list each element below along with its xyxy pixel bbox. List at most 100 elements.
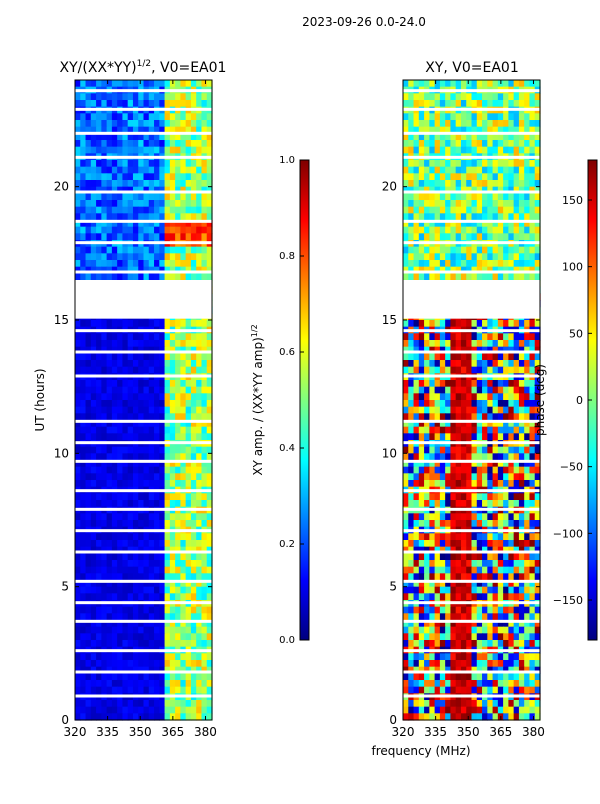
heatmap-cell (80, 633, 86, 640)
heatmap-cell (122, 533, 128, 540)
heatmap-cell (435, 447, 441, 454)
heatmap-cell (180, 533, 186, 540)
heatmap-cell (107, 627, 113, 634)
heatmap-cell (419, 533, 425, 540)
heatmap-cell (107, 353, 113, 360)
heatmap-cell (75, 493, 81, 500)
heatmap-cell (498, 360, 504, 367)
heatmap-cell (445, 247, 451, 254)
heatmap-cell (196, 500, 202, 507)
heatmap-cell (117, 100, 123, 107)
heatmap-cell (201, 680, 207, 687)
heatmap-cell (91, 120, 97, 127)
heatmap-cell (86, 100, 92, 107)
heatmap-cell (456, 673, 462, 680)
heatmap-cell (128, 80, 134, 87)
heatmap-cell (456, 633, 462, 640)
heatmap-cell (196, 680, 202, 687)
heatmap-cell (96, 520, 102, 527)
heatmap-cell (112, 467, 118, 474)
heatmap-cell (508, 453, 514, 460)
heatmap-cell (524, 180, 530, 187)
heatmap-cell (170, 387, 176, 394)
heatmap-cell (472, 407, 478, 414)
heatmap-cell (180, 80, 186, 87)
heatmap-cell (180, 93, 186, 100)
heatmap-cell (472, 560, 478, 567)
heatmap-cell (445, 500, 451, 507)
heatmap-cell (144, 80, 150, 87)
heatmap-cell (503, 180, 509, 187)
heatmap-cell (133, 627, 139, 634)
heatmap-cell (138, 100, 144, 107)
heatmap-cell (133, 387, 139, 394)
heatmap-cell (408, 193, 414, 200)
heatmap-cell (493, 353, 499, 360)
heatmap-cell (186, 513, 192, 520)
heatmap-cell (440, 173, 446, 180)
heatmap-cell (117, 633, 123, 640)
heatmap-cell (128, 433, 134, 440)
heatmap-cell (440, 500, 446, 507)
heatmap-cell (80, 513, 86, 520)
heatmap-cell (440, 400, 446, 407)
heatmap-cell (487, 613, 493, 620)
heatmap-cell (159, 567, 165, 574)
heatmap-cell (138, 227, 144, 234)
heatmap-cell (128, 260, 134, 267)
heatmap-cell (503, 680, 509, 687)
heatmap-cell (466, 653, 472, 660)
heatmap-cell (122, 553, 128, 560)
heatmap-cell (498, 520, 504, 527)
heatmap-cell (144, 513, 150, 520)
missing-data-row (75, 529, 212, 532)
heatmap-cell (487, 553, 493, 560)
heatmap-cell (96, 633, 102, 640)
heatmap-cell (529, 627, 535, 634)
heatmap-cell (445, 433, 451, 440)
heatmap-cell (477, 173, 483, 180)
heatmap-cell (128, 640, 134, 647)
heatmap-cell (138, 407, 144, 414)
heatmap-cell (503, 247, 509, 254)
heatmap-cell (159, 680, 165, 687)
heatmap-cell (493, 553, 499, 560)
heatmap-cell (414, 380, 420, 387)
heatmap-cell (424, 360, 430, 367)
heatmap-cell (466, 560, 472, 567)
heatmap-cell (112, 340, 118, 347)
heatmap-cell (461, 673, 467, 680)
heatmap-cell (524, 167, 530, 174)
heatmap-cell (154, 480, 160, 487)
heatmap-cell (159, 453, 165, 460)
heatmap-cell (440, 660, 446, 667)
heatmap-cell (80, 627, 86, 634)
heatmap-cell (466, 393, 472, 400)
heatmap-cell (112, 567, 118, 574)
heatmap-cell (122, 700, 128, 707)
heatmap-cell (91, 520, 97, 527)
heatmap-cell (456, 253, 462, 260)
heatmap-cell (186, 613, 192, 620)
heatmap-cell (456, 340, 462, 347)
heatmap-cell (144, 113, 150, 120)
heatmap-cell (170, 453, 176, 460)
heatmap-cell (514, 613, 520, 620)
heatmap-cell (450, 200, 456, 207)
heatmap-cell (456, 113, 462, 120)
heatmap-cell (101, 473, 107, 480)
heatmap-cell (498, 173, 504, 180)
heatmap-cell (456, 687, 462, 694)
heatmap-cell (196, 587, 202, 594)
heatmap-cell (201, 140, 207, 147)
heatmap-cell (180, 367, 186, 374)
heatmap-cell (456, 473, 462, 480)
heatmap-cell (196, 560, 202, 567)
heatmap-cell (529, 213, 535, 220)
heatmap-cell (529, 173, 535, 180)
heatmap-cell (149, 560, 155, 567)
heatmap-cell (498, 540, 504, 547)
heatmap-cell (524, 193, 530, 200)
heatmap-cell (191, 473, 197, 480)
heatmap-cell (101, 93, 107, 100)
